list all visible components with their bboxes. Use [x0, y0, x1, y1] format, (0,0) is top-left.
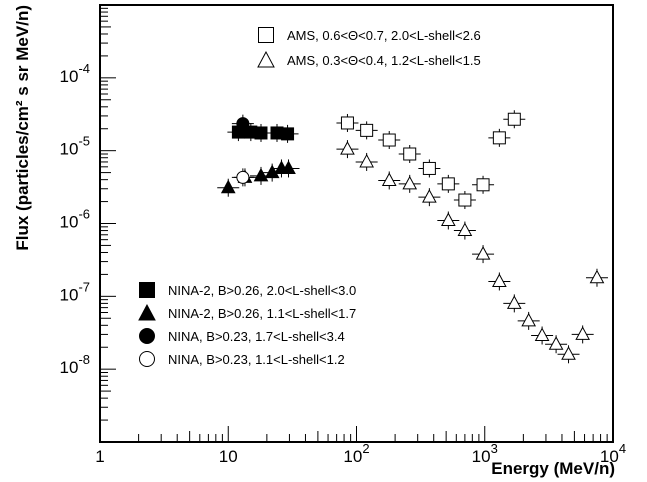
- legend-label: AMS, 0.6<Θ<0.7, 2.0<L-shell<2.6: [287, 28, 481, 43]
- data-point: [422, 161, 436, 175]
- data-point: [281, 127, 295, 141]
- data-point: [441, 177, 455, 191]
- data-point: [382, 133, 396, 147]
- legend-marker: [257, 50, 275, 68]
- data-point: [422, 189, 437, 203]
- x-tick-label: 104: [600, 441, 626, 466]
- data-point: [360, 123, 374, 137]
- data-point: [575, 326, 590, 340]
- y-tick-label: 10-5: [60, 134, 90, 159]
- legend-item-4: NINA, B>0.23, 1.7<L-shell<3.4: [139, 328, 345, 344]
- legend-label: NINA, B>0.23, 1.7<L-shell<3.4: [168, 329, 345, 344]
- plot-frame: [99, 4, 614, 443]
- data-point: [492, 273, 507, 287]
- axis-ticks: [99, 7, 614, 443]
- legend-item-2: NINA-2, B>0.26, 2.0<L-shell<3.0: [139, 282, 356, 298]
- y-tick-label: 10-6: [60, 207, 90, 232]
- legend-marker: [258, 27, 274, 43]
- tick-labels: 1 10 102 103 104 10-8 10-7 10-6 10-5 10-4: [60, 61, 627, 466]
- legend-marker: [139, 328, 155, 344]
- legend-item-0: AMS, 0.6<Θ<0.7, 2.0<L-shell<2.6: [258, 27, 481, 43]
- data-point: [561, 346, 576, 360]
- y-tick-label: 10-8: [60, 352, 90, 377]
- series-3: [217, 159, 300, 197]
- legend-label: NINA, B>0.23, 1.1<L-shell<1.2: [168, 352, 345, 367]
- data-point: [475, 246, 491, 260]
- data-point: [440, 212, 456, 226]
- data-point: [476, 178, 490, 192]
- series-4: [231, 114, 254, 133]
- x-axis-title: Energy (MeV/n): [491, 459, 615, 478]
- legend-item-5: NINA, B>0.23, 1.1<L-shell<1.2: [139, 351, 345, 367]
- data-point: [402, 175, 418, 190]
- data-point: [589, 269, 605, 284]
- data-point: [253, 167, 269, 182]
- data-point: [381, 172, 397, 186]
- x-tick-label: 103: [472, 441, 498, 466]
- data-points: [217, 110, 608, 364]
- y-tick-label: 10-4: [60, 61, 90, 86]
- data-point: [521, 312, 537, 327]
- data-point: [506, 295, 522, 309]
- legend-marker: [138, 303, 156, 321]
- data-point: [340, 141, 355, 155]
- legend-item-1: AMS, 0.3<Θ<0.4, 1.2<L-shell<1.5: [257, 50, 481, 68]
- legend-item-3: NINA-2, B>0.26, 1.1<L-shell<1.7: [138, 303, 356, 321]
- data-point: [340, 116, 354, 130]
- data-point: [458, 193, 472, 207]
- x-tick-label: 1: [95, 447, 104, 466]
- legend-label: NINA-2, B>0.26, 1.1<L-shell<1.7: [168, 306, 356, 321]
- data-point: [236, 170, 250, 184]
- data-point: [359, 153, 374, 168]
- y-tick-label: 10-7: [60, 279, 90, 304]
- data-point: [254, 126, 268, 140]
- legend-label: AMS, 0.3<Θ<0.4, 1.2<L-shell<1.5: [287, 53, 481, 68]
- data-point: [507, 112, 521, 126]
- series-0: [336, 110, 526, 210]
- series-1: [336, 140, 608, 364]
- data-point: [281, 160, 296, 174]
- data-point: [457, 222, 473, 237]
- data-point: [220, 179, 236, 194]
- x-tick-label: 10: [219, 447, 238, 466]
- series-5: [231, 168, 254, 187]
- y-axis-title: Flux (particles/cm² s sr MeV/n): [13, 5, 32, 251]
- legend-marker: [139, 282, 155, 298]
- legend-marker: [139, 351, 155, 367]
- legend: AMS, 0.6<Θ<0.7, 2.0<L-shell<2.6 AMS, 0.3<…: [138, 27, 481, 367]
- data-point: [534, 327, 550, 341]
- data-point: [236, 117, 250, 131]
- data-point: [492, 131, 506, 145]
- x-tick-label: 102: [343, 441, 369, 466]
- data-point: [403, 147, 417, 161]
- data-point: [548, 336, 564, 350]
- legend-label: NINA-2, B>0.26, 2.0<L-shell<3.0: [168, 283, 356, 298]
